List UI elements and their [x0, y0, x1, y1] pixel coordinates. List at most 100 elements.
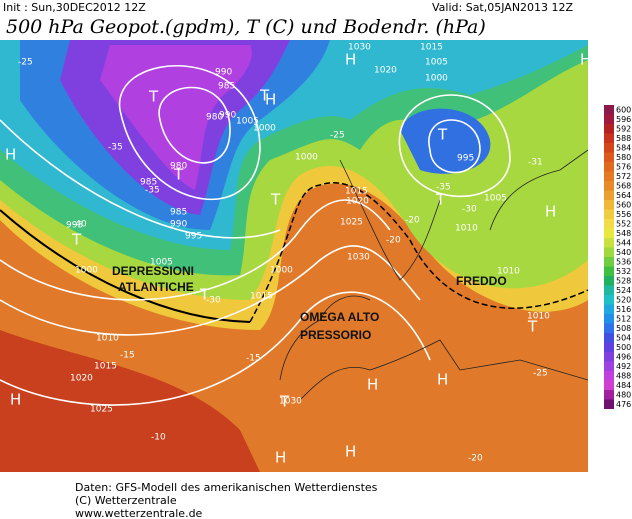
map-value-label: 995 — [457, 154, 474, 164]
colorbar-label: 484 — [616, 381, 631, 390]
pressure-center: H — [545, 203, 556, 221]
colorbar-label: 488 — [616, 371, 631, 380]
map-value-label: 1020 — [70, 374, 93, 384]
colorbar-swatch — [604, 285, 614, 295]
colorbar-swatch — [604, 200, 614, 210]
pressure-center: H — [5, 146, 16, 164]
colorbar-label: 512 — [616, 314, 631, 323]
colorbar-swatch — [604, 399, 614, 409]
map-value-label: -35 — [145, 186, 160, 196]
map-value-label: 1015 — [420, 43, 443, 53]
colorbar-label: 572 — [616, 172, 631, 181]
map-value-label: 1005 — [484, 194, 507, 204]
colorbar-label: 564 — [616, 191, 631, 200]
colorbar-label: 548 — [616, 229, 631, 238]
colorbar-swatch — [604, 228, 614, 238]
colorbar-label: 576 — [616, 162, 631, 171]
colorbar-label: 532 — [616, 267, 631, 276]
colorbar-label: 500 — [616, 343, 631, 352]
map-value-label: 980 — [170, 162, 187, 172]
map-value-label: 1020 — [346, 197, 369, 207]
map-value-label: 1010 — [96, 334, 119, 344]
colorbar-swatch — [604, 209, 614, 219]
map-value-label: -20 — [405, 216, 420, 226]
colorbar-label: 560 — [616, 200, 631, 209]
map-value-label: 985 — [170, 208, 187, 218]
map-value-label: 985 — [218, 82, 235, 92]
colorbar-label: 596 — [616, 115, 631, 124]
pressure-center: T — [527, 318, 538, 336]
footer-text: Daten: GFS-Modell des amerikanischen Wet… — [75, 481, 378, 494]
map-value-label: 1000 — [270, 266, 293, 276]
colorbar-label: 552 — [616, 219, 631, 228]
colorbar-label: 580 — [616, 153, 631, 162]
colorbar-label: 584 — [616, 143, 631, 152]
pressure-center: T — [259, 87, 270, 105]
map-value-label: -20 — [386, 236, 401, 246]
map-value-label: 990 — [219, 111, 236, 121]
pressure-center: T — [270, 191, 281, 209]
init-time: Init : Sun,30DEC2012 12Z — [3, 1, 146, 14]
pressure-center: T — [199, 286, 210, 304]
colorbar-label: 516 — [616, 305, 631, 314]
map-value-label: 1015 — [345, 187, 368, 197]
map-value-label: -25 — [533, 369, 548, 379]
map-value-label: -10 — [151, 433, 166, 443]
pressure-center: H — [265, 91, 276, 109]
colorbar-label: 568 — [616, 181, 631, 190]
colorbar-swatch — [604, 276, 614, 286]
map-value-label: 990 — [215, 68, 232, 78]
colorbar-swatch — [604, 342, 614, 352]
colorbar-swatch — [604, 314, 614, 324]
map-value-label: 1025 — [340, 218, 363, 228]
colorbar-swatch — [604, 266, 614, 276]
pressure-center: H — [10, 391, 21, 409]
map-value-label: -31 — [528, 158, 543, 168]
colorbar-swatch — [604, 171, 614, 181]
colorbar-swatch — [604, 238, 614, 248]
map-value-label: -25 — [330, 131, 345, 141]
colorbar-label: 536 — [616, 257, 631, 266]
colorbar-swatch — [604, 323, 614, 333]
map-field — [0, 40, 589, 472]
annotation: ATLANTICHE — [118, 280, 194, 294]
pressure-center: T — [437, 126, 448, 144]
annotation: DEPRESSIONI — [112, 264, 194, 278]
colorbar-swatch — [604, 162, 614, 172]
colorbar-label: 520 — [616, 295, 631, 304]
pressure-center: T — [71, 231, 82, 249]
map-value-label: 1000 — [75, 266, 98, 276]
map-value-label: 995 — [185, 232, 202, 242]
colorbar-label: 592 — [616, 124, 631, 133]
map-value-label: -25 — [18, 58, 33, 68]
colorbar-swatch — [604, 304, 614, 314]
map-value-label: 1010 — [455, 224, 478, 234]
map-value-label: -40 — [72, 220, 87, 230]
map-value-label: 1000 — [425, 74, 448, 84]
colorbar-swatch — [604, 333, 614, 343]
map-value-label: -20 — [468, 454, 483, 464]
colorbar-swatch — [604, 361, 614, 371]
colorbar-swatch — [604, 257, 614, 267]
colorbar-label: 544 — [616, 238, 631, 247]
colorbar-swatch — [604, 390, 614, 400]
colorbar-swatch — [604, 219, 614, 229]
map-value-label: 1000 — [253, 124, 276, 134]
pressure-center: H — [275, 449, 286, 467]
pressure-center: T — [173, 166, 184, 184]
footer-text: (C) Wetterzentrale — [75, 494, 177, 507]
map-value-label: 1030 — [347, 253, 370, 263]
footer-text: www.wetterzentrale.de — [75, 507, 203, 519]
colorbar-label: 588 — [616, 134, 631, 143]
colorbar-swatch — [604, 152, 614, 162]
map-value-label: 1015 — [94, 362, 117, 372]
map-value-label: 1005 — [425, 58, 448, 68]
colorbar-swatch — [604, 190, 614, 200]
valid-time: Valid: Sat,05JAN2013 12Z — [432, 1, 574, 14]
colorbar-swatch — [604, 114, 614, 124]
map-value-label: -35 — [436, 183, 451, 193]
map-value-label: -30 — [462, 205, 477, 215]
map-value-label: 1025 — [90, 405, 113, 415]
